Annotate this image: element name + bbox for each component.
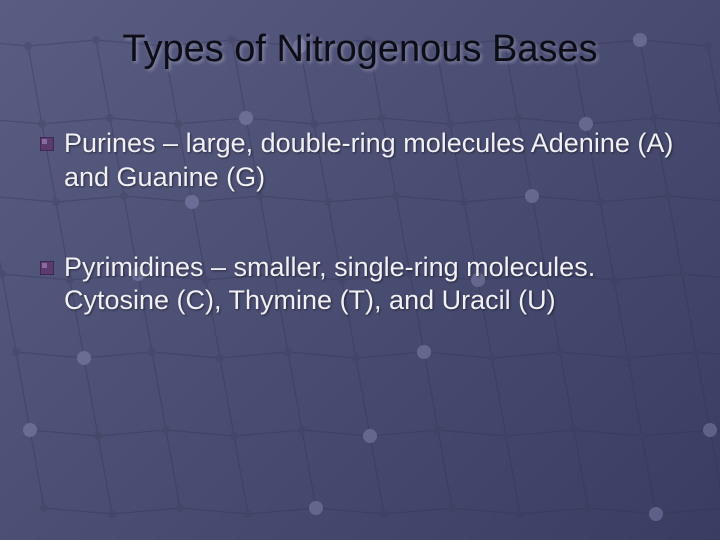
bullet-text: Purines – large, double-ring molecules A… [64,127,680,195]
slide-title: Types of Nitrogenous Bases [40,28,680,71]
bullet-item: Pyrimidines – smaller, single-ring molec… [40,251,680,319]
slide-content: Types of Nitrogenous Bases Purines – lar… [0,0,720,318]
bullet-item: Purines – large, double-ring molecules A… [40,127,680,195]
bullet-text: Pyrimidines – smaller, single-ring molec… [64,251,680,319]
bullet-icon [40,137,54,151]
bullet-icon [40,261,54,275]
